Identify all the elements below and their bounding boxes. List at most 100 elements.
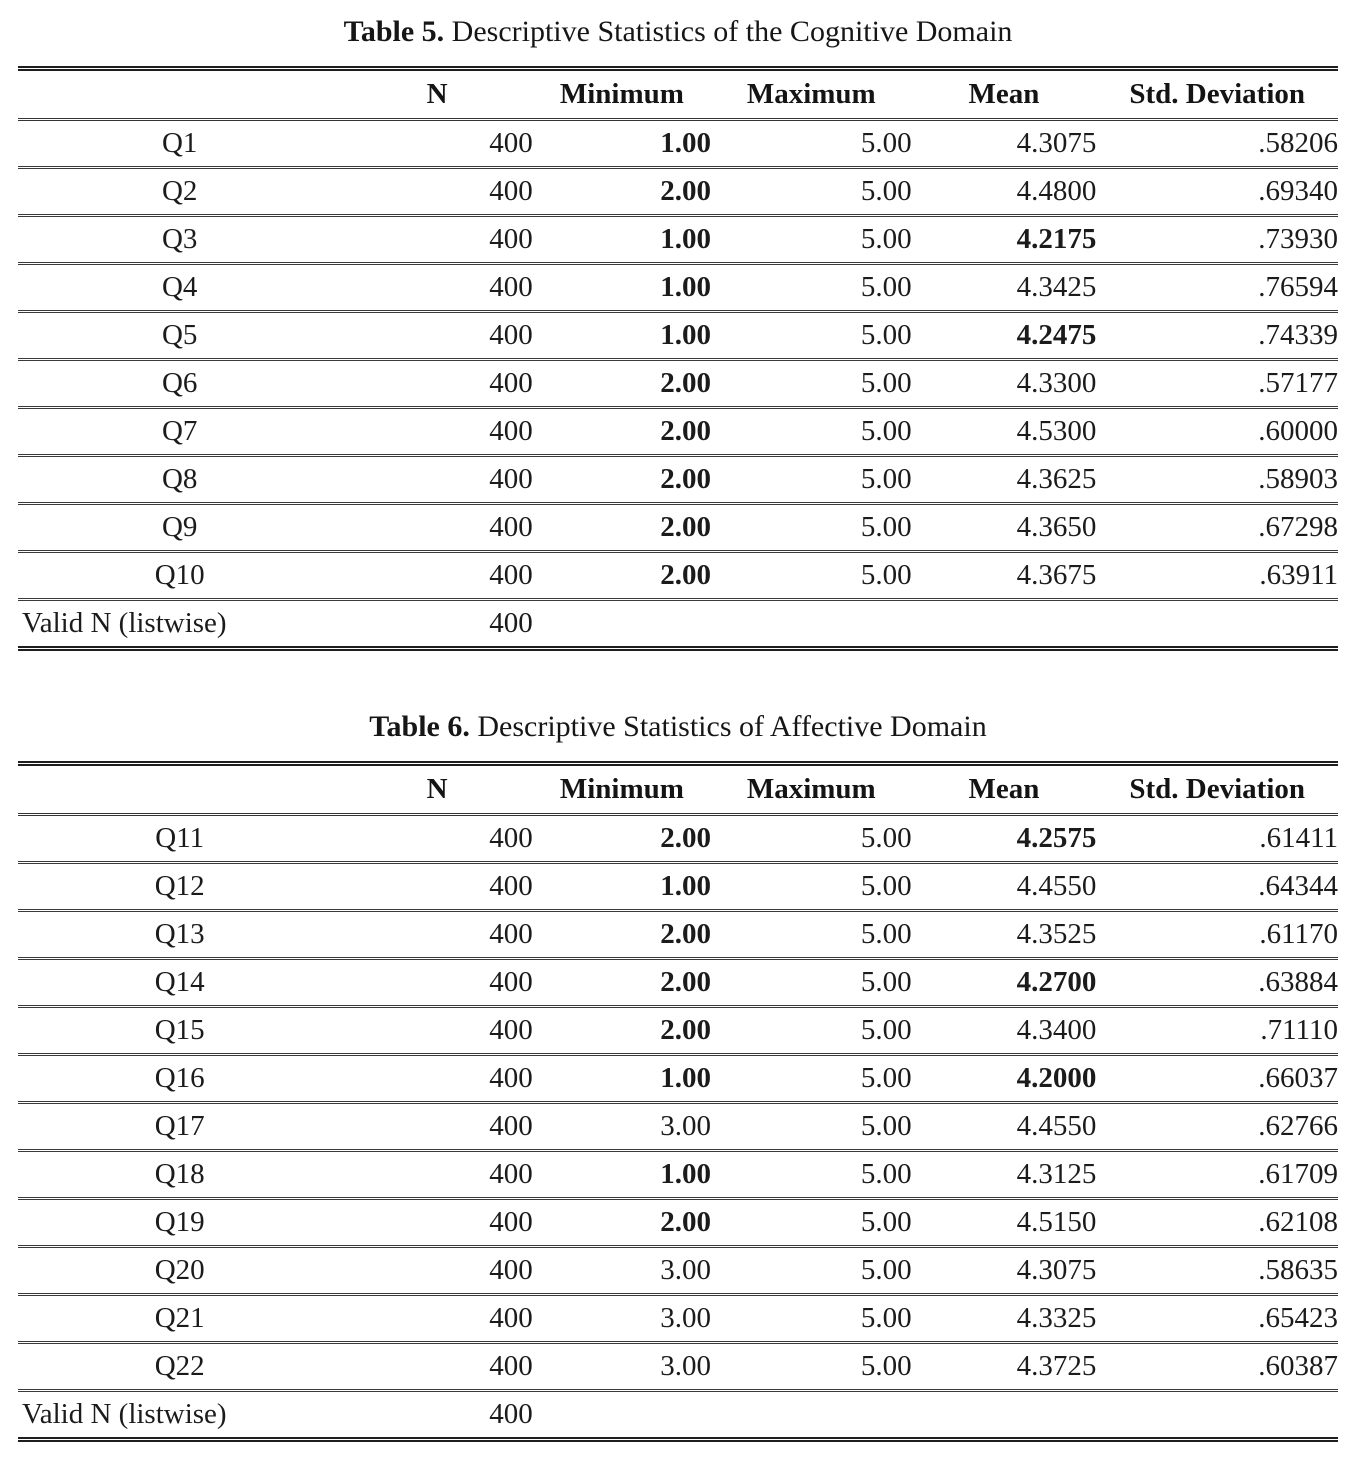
std-deviation-cell: .57177 [1096,359,1338,409]
row-label-cell: Q10 [18,551,342,601]
row-label-cell: Q8 [18,455,342,505]
table-row: Q19 400 2.00 5.00 4.5150 .62108 [18,1198,1338,1248]
std-deviation-cell: .69340 [1096,167,1338,217]
minimum-cell: 2.00 [532,455,711,505]
mean-cell: 4.2575 [911,814,1097,864]
row-label-cell: Q19 [18,1198,342,1248]
table-row: Q8 400 2.00 5.00 4.3625 .58903 [18,455,1338,505]
col-header-minimum: Minimum [532,68,711,121]
row-label-cell: Q2 [18,167,342,217]
n-cell: 400 [489,1398,533,1430]
mean-cell: 4.5150 [911,1198,1097,1248]
col-header-empty [18,68,342,121]
row-label-cell: Q11 [18,814,342,864]
table-row: Q16 400 1.00 5.00 4.2000 .66037 [18,1054,1338,1104]
maximum-cell: 5.00 [710,1006,912,1056]
std-deviation-cell: .60000 [1096,407,1338,457]
mean-cell: 4.2175 [911,215,1097,265]
mean-cell: 4.4550 [911,1102,1097,1152]
n-cell: 400 [341,1150,533,1200]
maximum-cell: 5.00 [710,167,912,217]
minimum-cell: 1.00 [532,311,711,361]
col-header-std-deviation: Std. Deviation [1096,763,1338,816]
table-row: Q3 400 1.00 5.00 4.2175 .73930 [18,215,1338,265]
row-label-cell: Valid N (listwise) [22,607,227,639]
maximum-cell: 5.00 [710,311,912,361]
table-row: Q18 400 1.00 5.00 4.3125 .61709 [18,1150,1338,1200]
col-header-n: N [341,763,533,816]
minimum-cell: 2.00 [532,359,711,409]
table-row: Q10 400 2.00 5.00 4.3675 .63911 [18,551,1338,601]
n-cell: 400 [341,958,533,1008]
maximum-cell: 5.00 [710,263,912,313]
maximum-cell: 5.00 [710,814,912,864]
row-label-cell: Q14 [18,958,342,1008]
n-cell: 400 [341,359,533,409]
minimum-cell: 3.00 [532,1294,711,1344]
std-deviation-cell: .61709 [1096,1150,1338,1200]
table6-caption-label: Table 6. [369,710,470,743]
table-row: Q20 400 3.00 5.00 4.3075 .58635 [18,1246,1338,1296]
minimum-cell: 2.00 [532,551,711,601]
maximum-cell: 5.00 [710,862,912,912]
table6-section: Table 6. Descriptive Statistics of Affec… [18,709,1338,1442]
std-deviation-cell: .63884 [1096,958,1338,1008]
mean-cell: 4.3425 [911,263,1097,313]
row-label-cell: Q13 [18,910,342,960]
col-header-mean: Mean [911,763,1097,816]
col-header-std-deviation: Std. Deviation [1096,68,1338,121]
table6-caption-text: Descriptive Statistics of Affective Doma… [469,710,987,743]
row-label-cell: Q22 [18,1342,342,1392]
table-row: Q5 400 1.00 5.00 4.2475 .74339 [18,311,1338,361]
std-deviation-cell [1096,1391,1338,1440]
n-cell: 400 [341,862,533,912]
mean-cell: 4.3675 [911,551,1097,601]
mean-cell: 4.3125 [911,1150,1097,1200]
col-header-maximum: Maximum [710,763,912,816]
n-cell: 400 [341,263,533,313]
std-deviation-cell: .66037 [1096,1054,1338,1104]
row-label-cell: Q4 [18,263,342,313]
table-row: Valid N (listwise) 400 [18,600,1338,649]
table-row: Q2 400 2.00 5.00 4.4800 .69340 [18,167,1338,217]
n-cell: 400 [341,1198,533,1248]
col-header-empty [18,763,342,816]
header-row: N Minimum Maximum Mean Std. Deviation [18,763,1338,816]
mean-cell: 4.3300 [911,359,1097,409]
mean-cell: 4.3525 [911,910,1097,960]
n-cell: 400 [341,311,533,361]
row-label-cell: Q3 [18,215,342,265]
table6-caption: Table 6. Descriptive Statistics of Affec… [18,709,1338,745]
n-cell: 400 [341,910,533,960]
minimum-cell: 2.00 [532,167,711,217]
mean-cell: 4.3725 [911,1342,1097,1392]
table5-descriptive-statistics: N Minimum Maximum Mean Std. Deviation Q1… [18,66,1338,651]
mean-cell: 4.3075 [911,119,1097,169]
std-deviation-cell: .58206 [1096,119,1338,169]
table-row: Q6 400 2.00 5.00 4.3300 .57177 [18,359,1338,409]
table5-caption-text: Descriptive Statistics of the Cognitive … [444,15,1013,48]
minimum-cell [533,1391,711,1440]
minimum-cell [533,600,711,649]
table-row: Q7 400 2.00 5.00 4.5300 .60000 [18,407,1338,457]
std-deviation-cell: .58903 [1096,455,1338,505]
table-row: Q4 400 1.00 5.00 4.3425 .76594 [18,263,1338,313]
row-label-cell: Valid N (listwise) [22,1398,227,1430]
col-header-mean: Mean [911,68,1097,121]
col-header-n: N [341,68,533,121]
table6-descriptive-statistics: N Minimum Maximum Mean Std. Deviation Q1… [18,761,1338,1442]
std-deviation-cell: .60387 [1096,1342,1338,1392]
maximum-cell: 5.00 [710,503,912,553]
std-deviation-cell: .67298 [1096,503,1338,553]
table-row: Valid N (listwise) 400 [18,1391,1338,1440]
row-label-cell: Q17 [18,1102,342,1152]
mean-cell: 4.2700 [911,958,1097,1008]
std-deviation-cell: .62108 [1096,1198,1338,1248]
table-row: Q14 400 2.00 5.00 4.2700 .63884 [18,958,1338,1008]
col-header-maximum: Maximum [710,68,912,121]
maximum-cell [711,600,912,649]
minimum-cell: 3.00 [532,1342,711,1392]
table5-caption: Table 5. Descriptive Statistics of the C… [18,14,1338,50]
mean-cell: 4.3650 [911,503,1097,553]
